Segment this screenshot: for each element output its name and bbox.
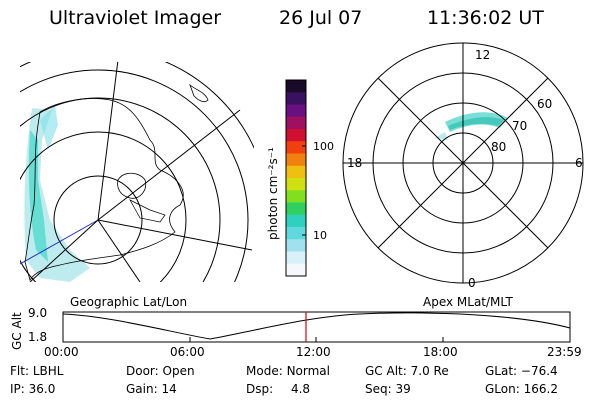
dsp-value: 4.8 [290,382,311,396]
seq-label: Seq: [365,382,392,396]
colorbar-segment [286,227,306,240]
info-ip: IP: 36.0 [10,382,55,396]
door-label: Door: [126,364,159,378]
mode-value: Normal [286,364,330,378]
colorbar-segment [286,263,306,277]
altitude-ylabel: GC Alt [10,312,24,350]
time-label: 11:36:02 UT [427,7,544,29]
flt-value: LBHL [32,364,64,378]
info-mode: Mode: Normal [246,364,330,378]
colorbar-segment [286,239,306,252]
mlt-label-0: 0 [468,276,476,290]
colorbar-segment [286,214,306,228]
gcalt-value: 7.0 Re [410,364,449,378]
colorbar-tick-10: 10 [313,229,327,242]
info-door: Door: Open [126,364,195,378]
gain-label: Gain: [126,382,158,396]
info-gain: Gain: 14 [126,382,177,396]
glon-label: GLon: [485,382,520,396]
altitude-ytick-min: 1.8 [28,330,48,344]
glat-label: GLat: [485,364,518,378]
colorbar-segment [286,129,306,142]
mlat-label-80: 80 [491,140,507,154]
mlt-label-12: 12 [475,48,491,62]
mlat-label-70: 70 [512,119,528,133]
colorbar-segment [286,165,306,179]
colorbar-units-label: photon cm⁻²s⁻¹ [266,147,280,240]
colorbar-segment [286,251,306,265]
instrument-title: Ultraviolet Imager [49,7,222,29]
info-glat: GLat: −76.4 [485,364,558,378]
colorbar-segment [286,141,306,154]
info-gcalt: GC Alt: 7.0 Re [365,364,449,378]
mlt-label-18: 18 [347,156,363,170]
mlat-label-60: 60 [537,97,553,111]
seq-value: 39 [395,382,411,396]
colorbar-segment [286,202,306,216]
gcalt-label: GC Alt: [365,364,407,378]
colorbar-tick-100: 100 [313,140,334,153]
glat-value: −76.4 [520,364,558,378]
colorbar [285,79,307,277]
altitude-xtick-0000: 00:00 [44,345,79,359]
altitude-curve [62,312,571,340]
glon-value: 166.2 [523,382,558,396]
info-dsp: Dsp: 4.8 [246,382,310,396]
colorbar-segment [286,80,306,93]
ip-value: 36.0 [28,382,56,396]
colorbar-segment [286,116,306,130]
flt-label: Flt: [10,364,29,378]
info-seq: Seq: 39 [365,382,411,396]
right-panel-caption: Apex MLat/MLT [423,295,513,309]
ip-label: IP: [10,382,25,396]
altitude-plot [62,311,571,343]
altitude-ytick-max: 9.0 [28,306,48,320]
colorbar-segment [286,178,306,191]
date-label: 26 Jul 07 [279,7,363,29]
colorbar-segment [286,104,306,118]
colorbar-segment [286,190,306,203]
colorbar-segment [286,153,306,167]
polar-plot [435,112,508,140]
info-glon: GLon: 166.2 [485,382,558,396]
altitude-xtick-2359: 23:59 [547,345,582,359]
info-flt: Flt: LBHL [10,364,63,378]
dsp-label: Dsp: [246,382,274,396]
colorbar-frame [285,79,307,277]
mode-label: Mode: [246,364,283,378]
altitude-xtick-0600: 06:00 [170,345,205,359]
altitude-xtick-1800: 18:00 [423,345,458,359]
mlt-label-6: 6 [575,156,583,170]
colorbar-segment [286,92,306,105]
coastline [24,98,184,281]
gain-value: 14 [161,382,177,396]
left-panel-caption: Geographic Lat/Lon [70,295,188,309]
door-value: Open [162,364,195,378]
altitude-xtick-1200: 12:00 [296,345,331,359]
